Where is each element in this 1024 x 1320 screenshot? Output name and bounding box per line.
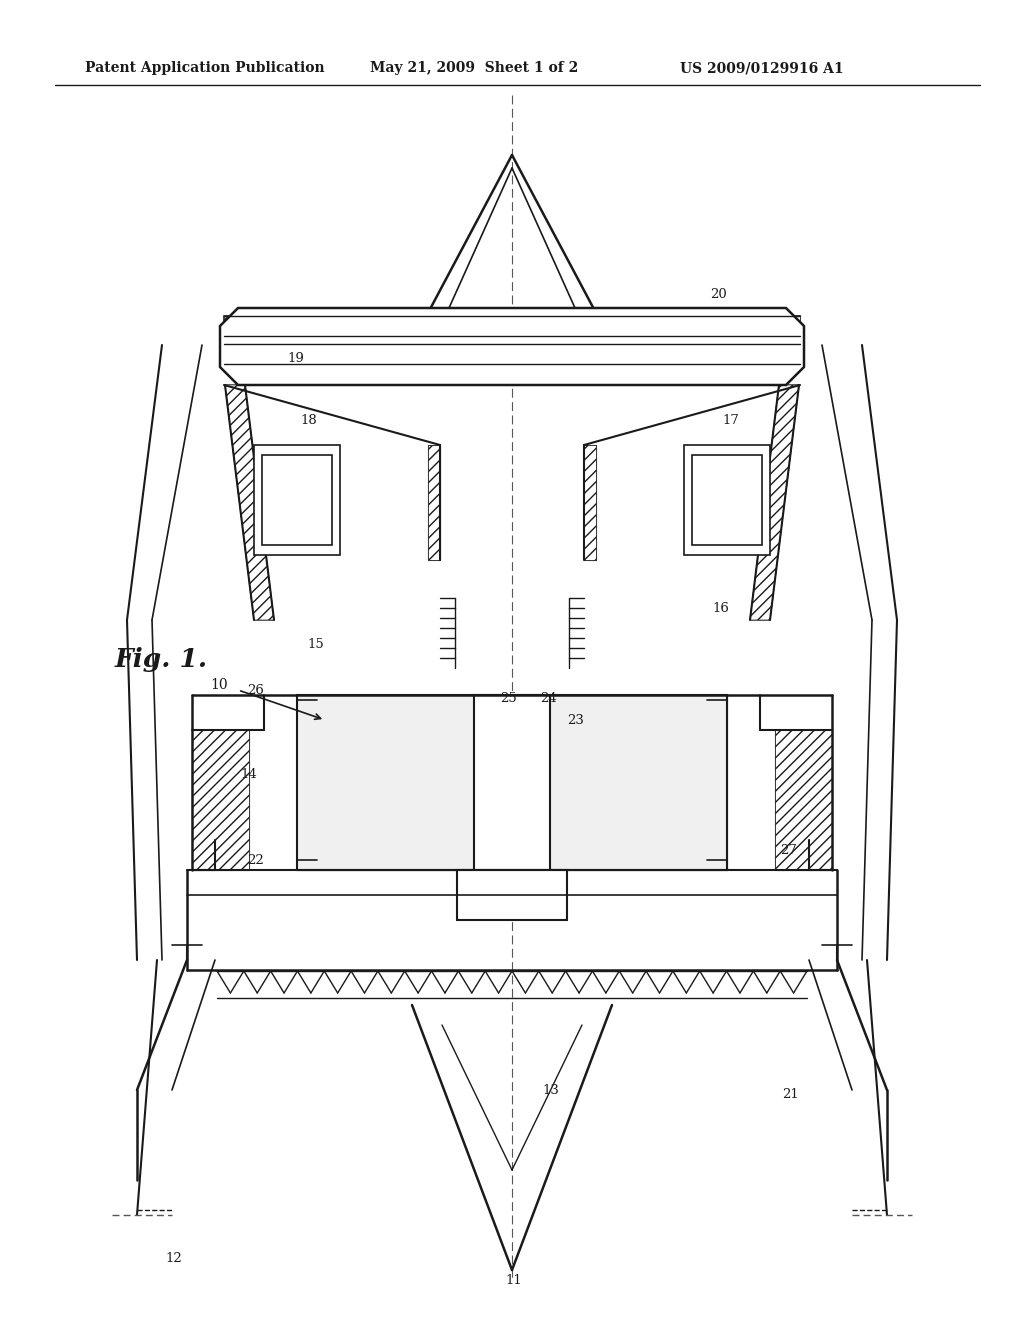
Text: US 2009/0129916 A1: US 2009/0129916 A1 [680, 61, 844, 75]
Polygon shape [428, 445, 440, 560]
Polygon shape [775, 730, 831, 870]
Polygon shape [262, 455, 332, 545]
Text: 16: 16 [712, 602, 729, 615]
Text: 26: 26 [247, 684, 264, 697]
Text: 25: 25 [501, 692, 517, 705]
Polygon shape [750, 385, 799, 620]
Text: 27: 27 [780, 843, 797, 857]
Text: 12: 12 [165, 1251, 182, 1265]
Text: 22: 22 [247, 854, 264, 866]
Polygon shape [684, 445, 770, 554]
Text: 21: 21 [782, 1089, 799, 1101]
Text: 17: 17 [722, 413, 739, 426]
Text: 10: 10 [210, 678, 228, 692]
Text: 23: 23 [567, 714, 584, 726]
Polygon shape [224, 315, 800, 337]
Polygon shape [224, 345, 800, 364]
Text: 19: 19 [287, 351, 304, 364]
Polygon shape [225, 385, 274, 620]
Polygon shape [297, 696, 727, 870]
Polygon shape [254, 445, 340, 554]
Polygon shape [750, 385, 799, 620]
Polygon shape [297, 696, 727, 870]
Polygon shape [584, 445, 596, 560]
Polygon shape [474, 696, 550, 870]
Polygon shape [775, 730, 831, 870]
Text: 18: 18 [300, 413, 317, 426]
Text: Patent Application Publication: Patent Application Publication [85, 61, 325, 75]
Polygon shape [193, 730, 249, 870]
Polygon shape [428, 445, 440, 560]
Text: 13: 13 [542, 1084, 559, 1097]
Text: 11: 11 [506, 1274, 522, 1287]
Polygon shape [584, 445, 596, 560]
Text: May 21, 2009  Sheet 1 of 2: May 21, 2009 Sheet 1 of 2 [370, 61, 579, 75]
Text: Fig. 1.: Fig. 1. [115, 648, 208, 672]
Polygon shape [457, 870, 567, 920]
Text: 24: 24 [540, 692, 557, 705]
Text: 15: 15 [307, 639, 324, 652]
Polygon shape [297, 696, 727, 870]
Polygon shape [224, 345, 800, 364]
Text: 20: 20 [710, 289, 727, 301]
Text: 14: 14 [241, 768, 257, 781]
Polygon shape [193, 730, 249, 870]
Polygon shape [220, 308, 804, 385]
Polygon shape [692, 455, 762, 545]
Polygon shape [225, 385, 274, 620]
Polygon shape [224, 315, 800, 337]
